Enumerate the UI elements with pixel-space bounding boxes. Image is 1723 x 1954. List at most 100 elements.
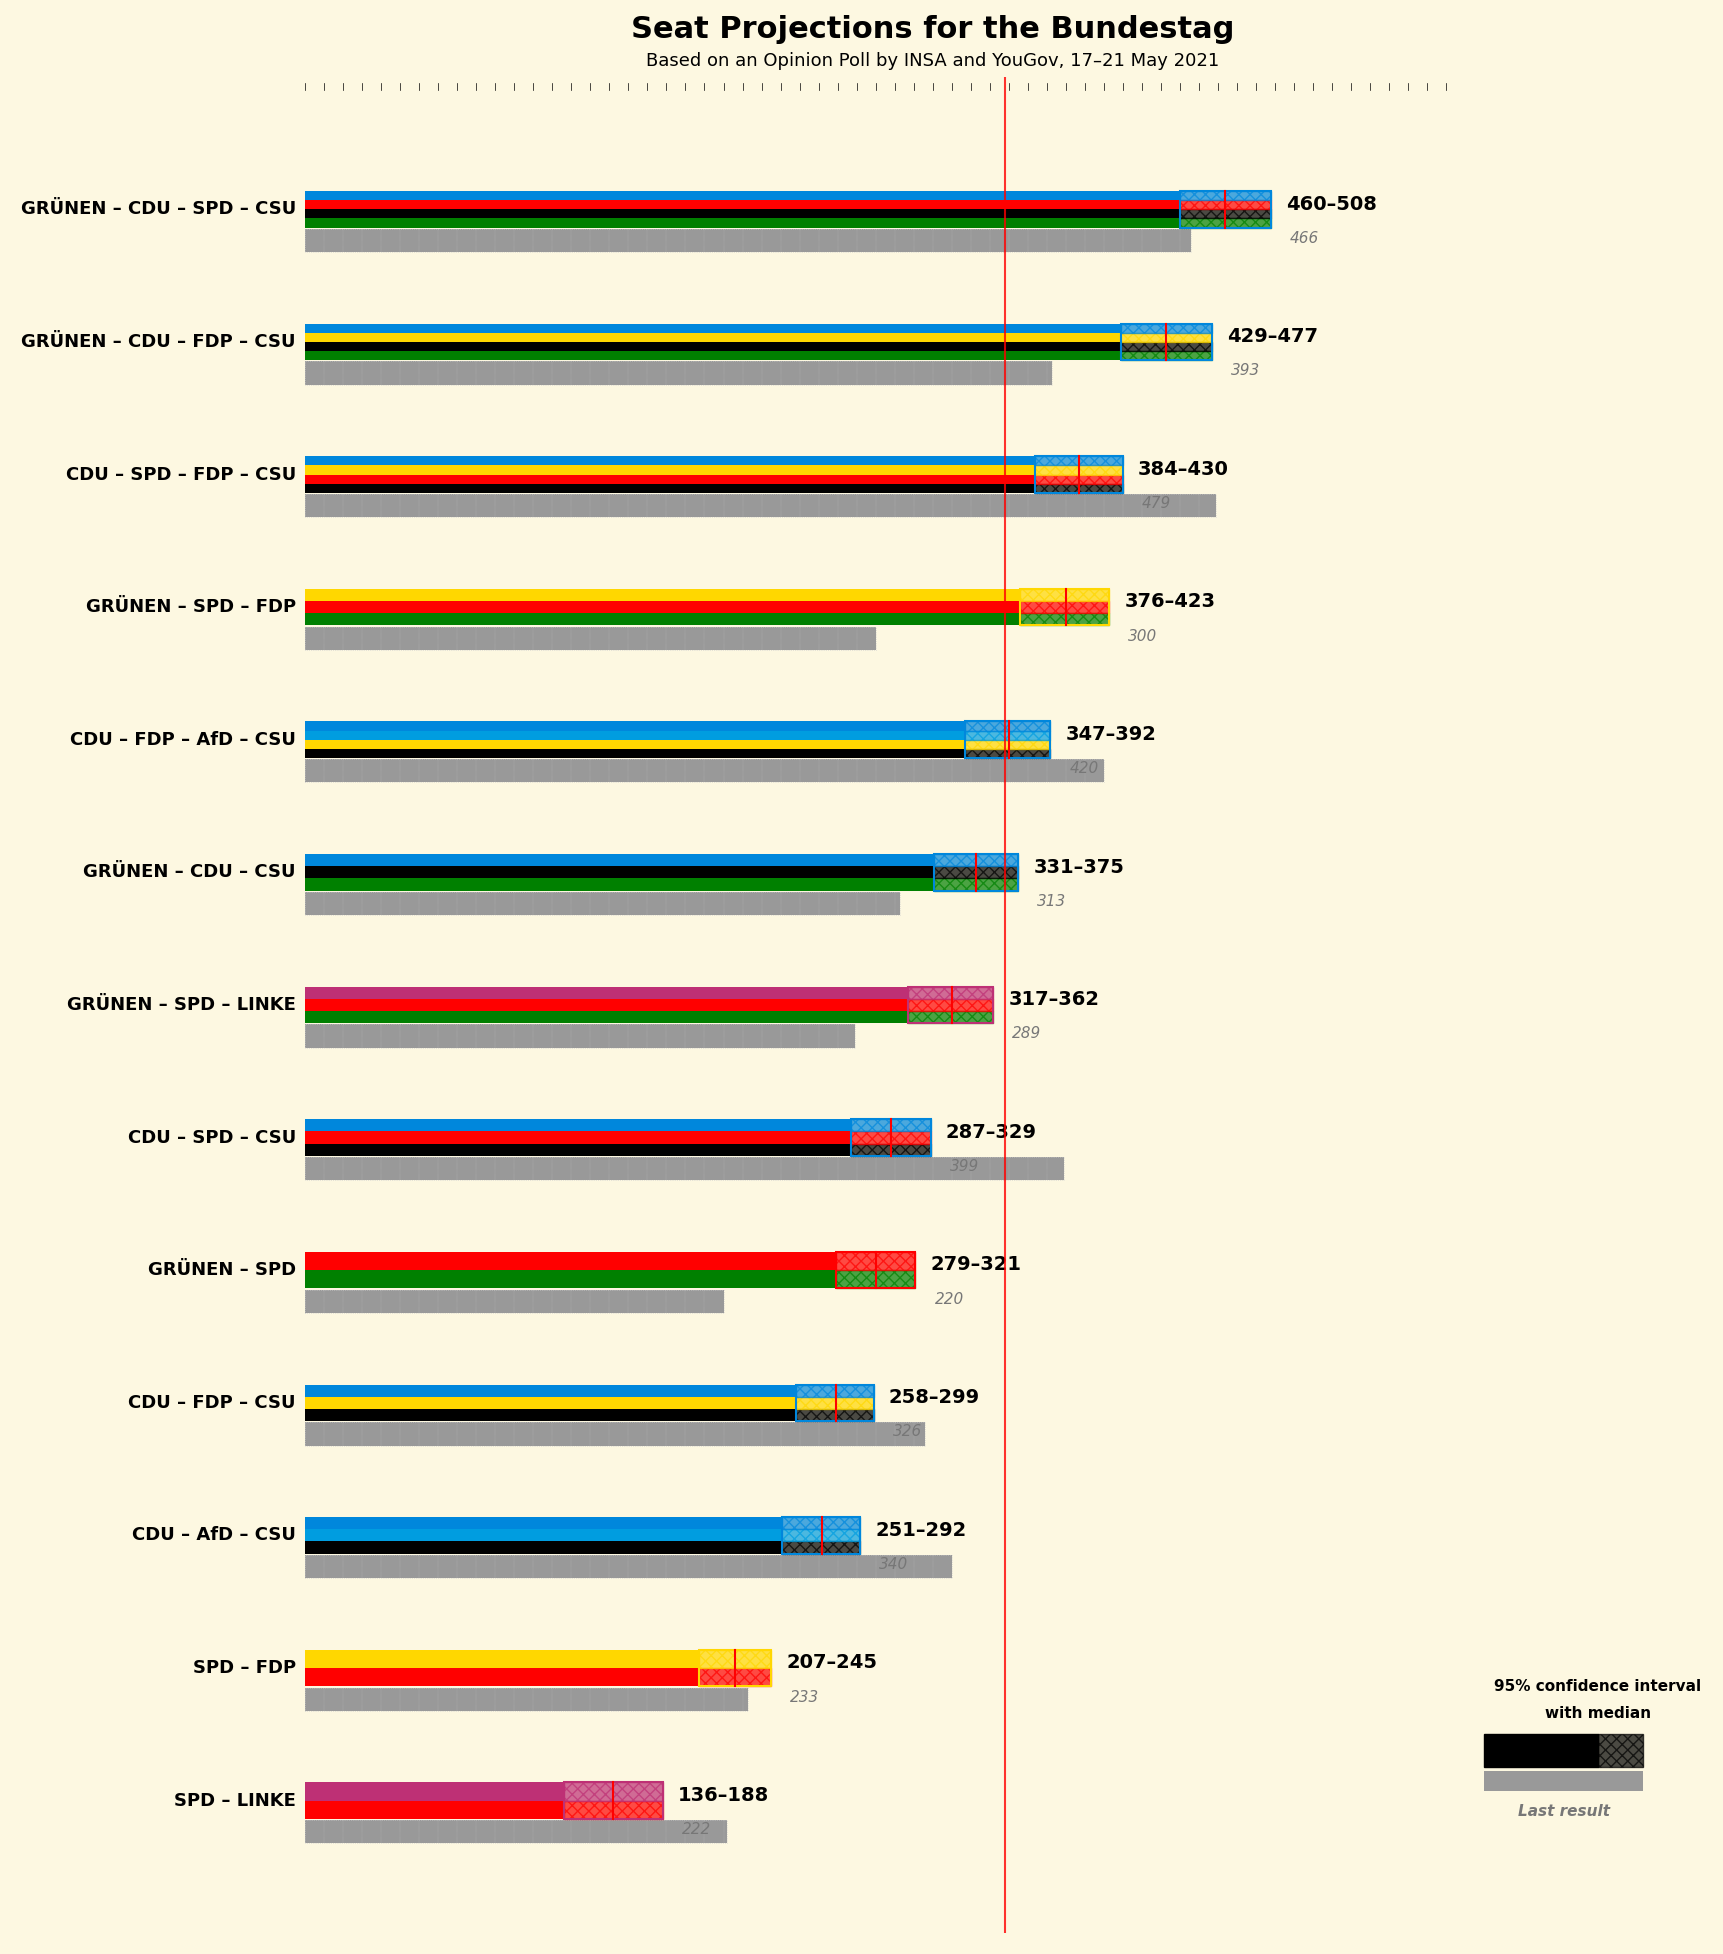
Text: 220: 220 xyxy=(934,1292,963,1307)
Bar xyxy=(305,866,934,879)
Bar xyxy=(851,1120,930,1131)
Text: 479: 479 xyxy=(1141,496,1170,512)
Bar xyxy=(563,1800,662,1819)
Bar xyxy=(1484,1770,1642,1790)
Bar xyxy=(305,352,1120,360)
Text: 287–329: 287–329 xyxy=(946,1124,1036,1141)
Bar xyxy=(1120,332,1211,342)
Bar xyxy=(305,465,1034,475)
Bar xyxy=(305,1669,698,1686)
Text: Last result: Last result xyxy=(1516,1804,1609,1819)
Bar xyxy=(305,602,1020,614)
Bar xyxy=(305,229,1191,252)
Bar xyxy=(1120,324,1211,360)
Bar xyxy=(305,721,965,731)
Bar xyxy=(305,209,1179,219)
Bar xyxy=(1020,588,1108,602)
Bar xyxy=(698,1649,770,1686)
Text: 331–375: 331–375 xyxy=(1032,858,1123,877)
Bar xyxy=(1120,342,1211,352)
Bar xyxy=(965,741,1049,748)
Bar xyxy=(305,361,1051,385)
Bar xyxy=(305,1688,748,1710)
Bar xyxy=(305,891,899,914)
Bar xyxy=(305,1530,782,1542)
Bar xyxy=(305,457,1034,465)
Text: 393: 393 xyxy=(1230,363,1260,379)
Bar xyxy=(1034,475,1122,485)
Bar xyxy=(1179,199,1270,209)
Bar xyxy=(305,1290,724,1313)
Bar xyxy=(305,361,1051,385)
Text: 289: 289 xyxy=(1011,1026,1041,1041)
Bar xyxy=(305,1397,796,1409)
Bar xyxy=(305,987,908,998)
Bar xyxy=(782,1542,860,1553)
Bar xyxy=(782,1516,860,1530)
Bar xyxy=(305,342,1120,352)
Bar xyxy=(305,1423,925,1446)
Bar xyxy=(305,748,965,758)
Bar xyxy=(851,1143,930,1155)
Text: 279–321: 279–321 xyxy=(930,1254,1022,1274)
Bar xyxy=(305,760,1103,782)
Text: 258–299: 258–299 xyxy=(889,1387,979,1407)
Bar xyxy=(305,1516,782,1530)
Bar xyxy=(934,854,1018,866)
Bar xyxy=(305,494,1215,518)
Bar xyxy=(305,229,1191,252)
Bar xyxy=(1120,352,1211,360)
Bar xyxy=(1179,191,1270,227)
Bar xyxy=(305,1649,698,1669)
Bar xyxy=(305,1800,563,1819)
Bar xyxy=(908,987,992,1024)
Bar xyxy=(796,1397,874,1409)
Bar xyxy=(782,1530,860,1542)
Bar xyxy=(1484,1735,1597,1768)
Bar xyxy=(305,1270,836,1288)
Text: 347–392: 347–392 xyxy=(1065,725,1156,744)
Bar xyxy=(305,879,934,891)
Bar xyxy=(934,879,1018,891)
Text: 460–508: 460–508 xyxy=(1285,195,1377,213)
Text: CDU – SPD – FDP – CSU: CDU – SPD – FDP – CSU xyxy=(65,465,296,483)
Text: 466: 466 xyxy=(1289,231,1318,246)
Bar xyxy=(1020,614,1108,625)
Bar xyxy=(305,1143,851,1155)
Bar xyxy=(305,1131,851,1143)
Bar xyxy=(305,1819,727,1843)
Bar xyxy=(796,1409,874,1421)
Text: 326: 326 xyxy=(893,1424,922,1440)
Text: with median: with median xyxy=(1544,1706,1651,1721)
Bar xyxy=(305,1157,1063,1180)
Text: 376–423: 376–423 xyxy=(1123,592,1215,612)
Bar xyxy=(305,219,1179,227)
Text: 300: 300 xyxy=(1127,629,1156,643)
Bar xyxy=(836,1253,915,1288)
Bar xyxy=(1597,1735,1642,1768)
Bar xyxy=(1020,602,1108,614)
Text: 340: 340 xyxy=(879,1557,908,1571)
Text: SPD – FDP: SPD – FDP xyxy=(193,1659,296,1677)
Text: 384–430: 384–430 xyxy=(1137,459,1228,479)
Text: 251–292: 251–292 xyxy=(875,1520,967,1540)
Bar xyxy=(934,866,1018,879)
Bar xyxy=(305,1010,908,1024)
Bar xyxy=(305,1688,748,1710)
Bar xyxy=(305,475,1034,485)
Bar xyxy=(305,1542,782,1553)
Bar xyxy=(836,1253,915,1270)
Text: 222: 222 xyxy=(681,1823,710,1837)
Text: GRÜNEN – CDU – SPD – CSU: GRÜNEN – CDU – SPD – CSU xyxy=(21,201,296,219)
Bar xyxy=(305,1290,724,1313)
Text: GRÜNEN – CDU – FDP – CSU: GRÜNEN – CDU – FDP – CSU xyxy=(21,332,296,352)
Text: CDU – AfD – CSU: CDU – AfD – CSU xyxy=(133,1526,296,1544)
Bar xyxy=(305,1555,951,1579)
Bar xyxy=(698,1649,770,1669)
Text: GRÜNEN – CDU – CSU: GRÜNEN – CDU – CSU xyxy=(83,864,296,881)
Bar xyxy=(1034,457,1122,492)
Bar xyxy=(305,854,934,866)
Text: 317–362: 317–362 xyxy=(1008,991,1099,1008)
Bar xyxy=(305,1120,851,1131)
Bar xyxy=(305,627,875,651)
